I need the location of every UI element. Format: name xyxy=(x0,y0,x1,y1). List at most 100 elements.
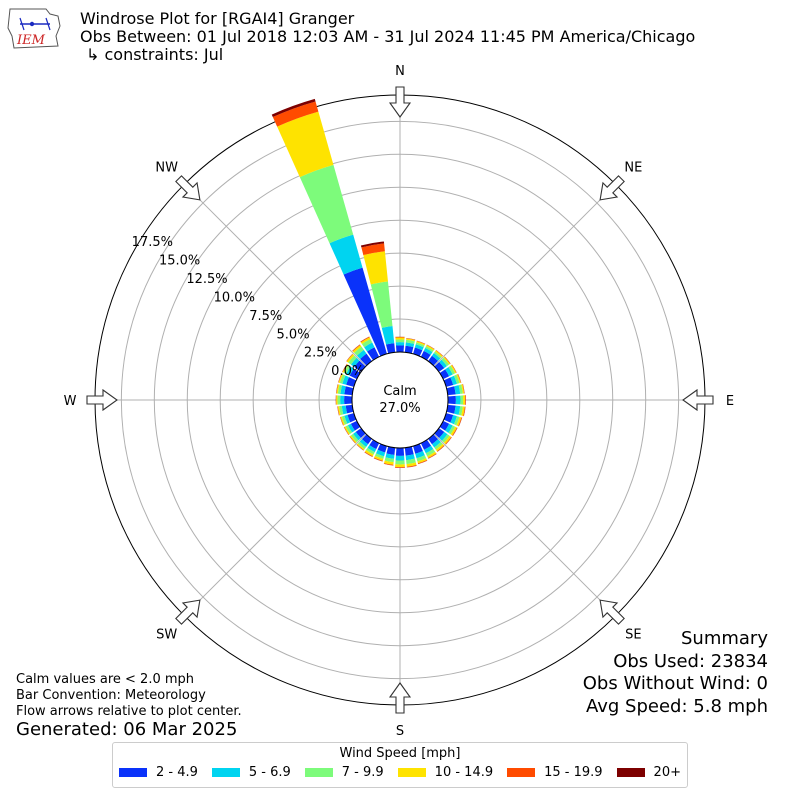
bar-segment xyxy=(462,384,465,394)
bar-segment xyxy=(364,450,374,457)
bar-segment xyxy=(441,434,450,443)
bar-segment xyxy=(364,451,373,457)
bar-segment xyxy=(460,395,464,405)
bar-segment xyxy=(395,460,405,465)
bar-segment xyxy=(373,458,383,462)
bar-segment xyxy=(353,431,361,441)
bar-segment xyxy=(338,373,343,383)
bar-segment xyxy=(443,377,454,387)
bar-segment xyxy=(342,364,349,373)
compass-label: W xyxy=(64,394,77,409)
bar-segment xyxy=(347,423,355,433)
flow-arrow-icon xyxy=(682,388,714,412)
bar-segment xyxy=(384,460,394,465)
bar-segment xyxy=(431,439,441,448)
bar-segment xyxy=(348,355,357,365)
radial-tick-label: 2.5% xyxy=(304,346,337,361)
legend-swatch xyxy=(304,768,333,777)
bar-segment xyxy=(434,361,445,372)
bar-segment xyxy=(345,404,354,414)
bar-segment xyxy=(337,406,340,416)
bar-segment xyxy=(458,417,463,427)
bar-segment xyxy=(450,415,457,425)
bar-segment xyxy=(376,449,386,457)
flow-arrow-icon xyxy=(599,175,625,201)
legend-swatch xyxy=(507,768,536,777)
polar-grid xyxy=(94,94,706,706)
bar-segment xyxy=(367,445,377,453)
bar-segment xyxy=(346,354,355,363)
bar-segment xyxy=(452,427,458,436)
bar-segment xyxy=(458,406,463,416)
bar-segment xyxy=(383,463,394,466)
bar-segment xyxy=(339,405,344,416)
bar-segment xyxy=(345,425,353,435)
bar-segment xyxy=(453,416,460,426)
bar-segment xyxy=(428,453,437,459)
radial-tick-label: 7.5% xyxy=(249,309,282,324)
bar-segment xyxy=(356,444,364,451)
generated-date: Generated: 06 Mar 2025 xyxy=(16,719,238,740)
compass-label: E xyxy=(726,394,734,409)
legend-item: 7 - 9.9 xyxy=(304,765,384,780)
bar-segment xyxy=(447,395,456,405)
bar-segment xyxy=(335,395,337,405)
bar-segment xyxy=(436,445,445,452)
legend-swatch xyxy=(211,768,240,777)
legend-items: 2 - 4.9 5 - 6.9 7 - 9.9 10 - 14.9 15 - 19.9 2… xyxy=(113,761,687,780)
legend-swatch xyxy=(397,768,426,777)
bar-segment xyxy=(342,363,348,373)
bar-segment xyxy=(341,405,348,415)
bar-segment xyxy=(450,364,457,374)
legend-label: 7 - 9.9 xyxy=(341,765,384,780)
legend-item: 20+ xyxy=(616,765,681,780)
bar-segment xyxy=(453,374,460,384)
bar-segment xyxy=(417,458,427,464)
bar-segment xyxy=(383,463,394,466)
bar-segment xyxy=(406,338,416,342)
bar-segment xyxy=(437,445,445,452)
compass-label: SE xyxy=(625,627,641,642)
bar-segment xyxy=(370,281,393,328)
bar-segment xyxy=(343,364,351,374)
flow-arrow-icon xyxy=(175,175,201,201)
bar-segment xyxy=(337,406,340,416)
bar-segment xyxy=(450,375,457,385)
bar-segment xyxy=(352,344,360,351)
compass-label: SW xyxy=(156,627,177,642)
bar-segment xyxy=(344,386,354,396)
bar-segment xyxy=(416,340,426,344)
wind-bars xyxy=(271,98,466,468)
bar-segment xyxy=(427,451,437,459)
bar-segment xyxy=(277,111,334,178)
bar-segment xyxy=(342,363,347,373)
radial-tick-label: 17.5% xyxy=(132,235,173,250)
bar-segment xyxy=(463,406,466,417)
flow-note: Flow arrows relative to plot center. xyxy=(16,704,242,719)
bar-segment xyxy=(431,353,441,361)
legend: Wind Speed [mph] 2 - 4.9 5 - 6.9 7 - 9.9 10… xyxy=(112,742,688,788)
bar-segment xyxy=(359,439,369,447)
bar-segment xyxy=(445,423,453,433)
flow-arrow-icon xyxy=(388,682,412,714)
bar-segment xyxy=(446,404,456,414)
bar-segment xyxy=(457,373,462,383)
flow-arrow-icon xyxy=(388,86,412,118)
bar-segment xyxy=(415,342,425,348)
legend-item: 2 - 4.9 xyxy=(119,765,198,780)
bar-segment xyxy=(435,350,443,357)
bar-segment xyxy=(395,455,405,461)
bar-segment xyxy=(337,395,341,405)
bar-segment xyxy=(340,416,345,426)
bar-segment xyxy=(428,355,439,366)
bar-segment xyxy=(342,375,350,385)
bar-segment xyxy=(424,445,434,454)
calm-circle xyxy=(351,351,449,449)
legend-title: Wind Speed [mph] xyxy=(339,746,461,761)
bar-segment xyxy=(336,384,339,394)
legend-item: 5 - 6.9 xyxy=(211,765,291,780)
bar-segment xyxy=(272,101,319,127)
bar-segment xyxy=(426,344,435,351)
bar-segment xyxy=(360,336,370,343)
